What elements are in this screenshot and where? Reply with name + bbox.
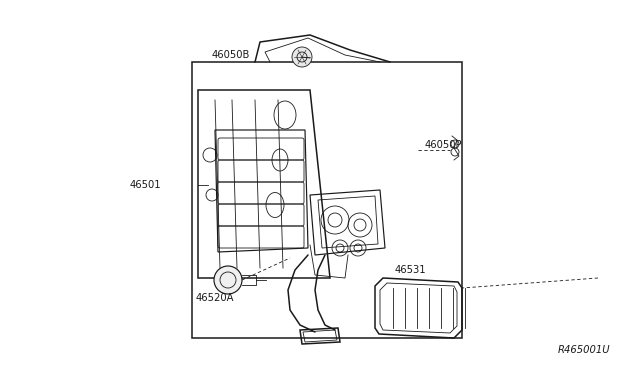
Text: 46531: 46531 [395,265,427,275]
Text: 46501: 46501 [130,180,162,190]
Text: 46050P: 46050P [425,140,463,150]
Circle shape [292,47,312,67]
Text: 46520A: 46520A [196,293,234,303]
Text: 46050B: 46050B [212,50,250,60]
Circle shape [214,266,242,294]
Text: R465001U: R465001U [557,345,610,355]
